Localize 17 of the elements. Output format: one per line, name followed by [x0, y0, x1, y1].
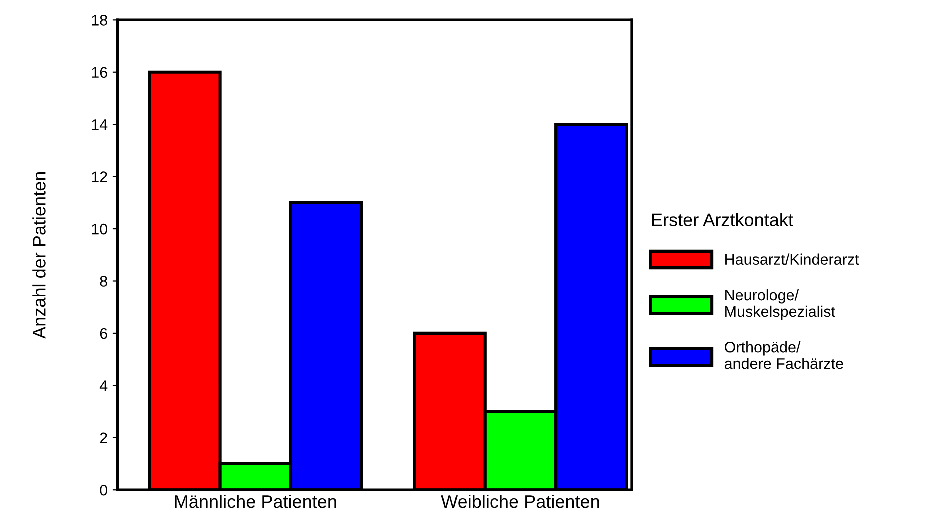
- y-tick-label: 16: [92, 67, 108, 78]
- x-tick-label: Männliche Patienten: [175, 494, 336, 508]
- y-tick-label: 0: [100, 484, 108, 496]
- y-tick-label: 10: [92, 224, 108, 235]
- x-tick-label: Weibliche Patienten: [441, 494, 600, 508]
- y-tick-label: 18: [92, 15, 108, 26]
- y-tick-label: 2: [100, 432, 108, 444]
- y-tick-label: 12: [92, 172, 108, 182]
- y-tick-label: 8: [100, 276, 108, 287]
- legend-title: Erster Arztkontakt: [652, 213, 794, 226]
- legend-label: Neurologe/ Muskelspezialist: [726, 289, 836, 320]
- legend-label: Orthopäde/ andere Fachärzte: [724, 342, 844, 370]
- legend-label: Hausarzt/Kinderarzt: [726, 254, 860, 266]
- y-tick-label: 4: [100, 380, 108, 392]
- y-tick-label: 14: [92, 120, 108, 130]
- y-tick-label: 6: [100, 328, 108, 340]
- y-axis-title: Anzahl der Patienten: [32, 172, 46, 339]
